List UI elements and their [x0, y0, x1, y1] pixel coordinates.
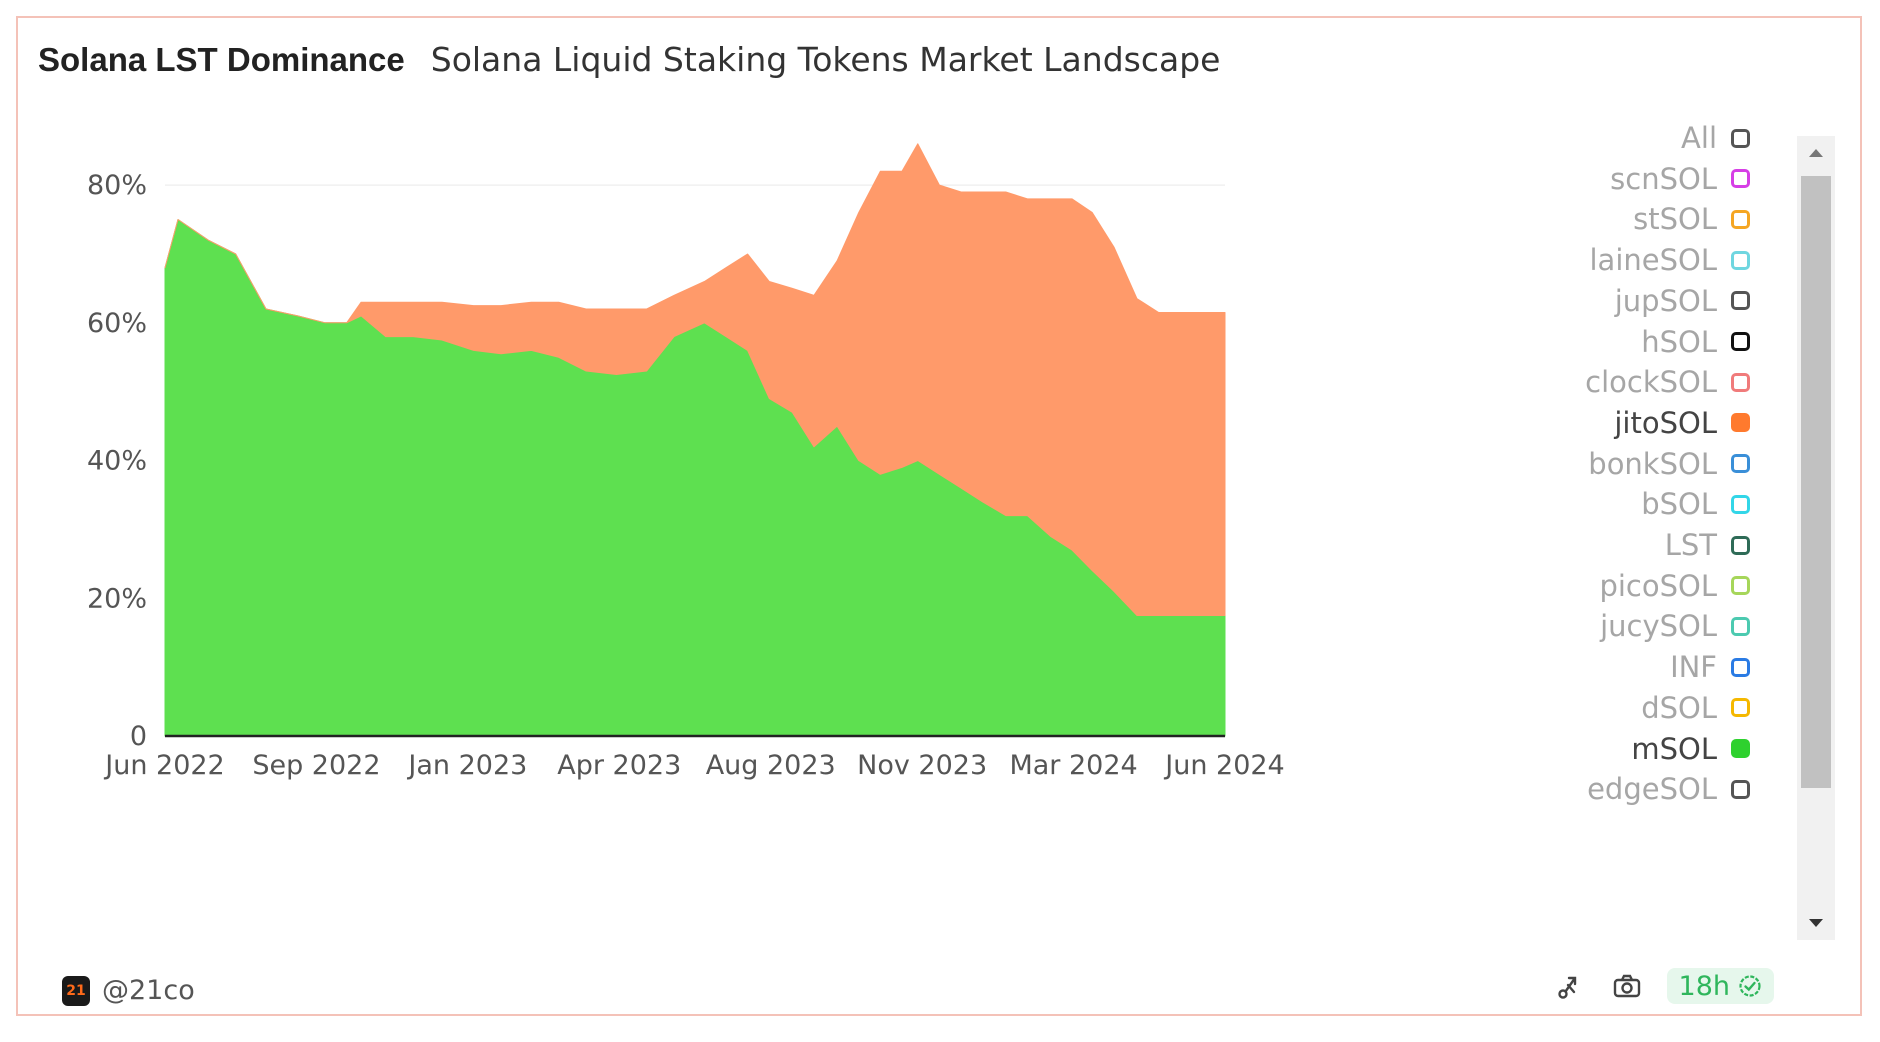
y-tick-label: 60% [87, 308, 147, 339]
y-tick-label: 0 [130, 721, 147, 752]
21co-logo: 21 [62, 975, 90, 1006]
legend-label: bonkSOL [1588, 446, 1717, 481]
legend-item-bonksol[interactable]: bonkSOL [1588, 444, 1750, 484]
chart-title: Solana LST Dominance [38, 41, 405, 78]
x-tick-label: Jun 2022 [103, 750, 224, 781]
legend-scrollbar[interactable] [1797, 136, 1835, 940]
refresh-badge[interactable]: 18h [1666, 968, 1774, 1004]
legend-swatch-icon[interactable] [1731, 494, 1750, 514]
x-tick-label: Aug 2023 [706, 750, 836, 781]
x-tick-label: Jan 2023 [406, 750, 527, 781]
attribution: 21 @21co [62, 975, 195, 1006]
fork-icon[interactable] [1551, 968, 1587, 1004]
scroll-thumb[interactable] [1801, 176, 1831, 788]
legend-label: INF [1670, 650, 1717, 685]
camera-icon[interactable] [1609, 968, 1645, 1004]
x-tick-label: Jun 2024 [1163, 750, 1284, 781]
caret-down-icon [1809, 919, 1823, 927]
legend-swatch-icon[interactable] [1731, 332, 1750, 351]
chart-header: Solana LST Dominance Solana Liquid Staki… [38, 40, 1220, 79]
author-handle[interactable]: @21co [102, 975, 195, 1006]
chart-subtitle: Solana Liquid Staking Tokens Market Land… [430, 40, 1221, 79]
x-tick-label: Apr 2023 [557, 750, 681, 781]
legend-label: mSOL [1631, 731, 1717, 766]
legend-label: scnSOL [1610, 161, 1717, 196]
legend-label: picoSOL [1599, 568, 1717, 603]
legend: All scnSOL stSOL laineSOL jupSOL hSOL clockSOL… [1578, 118, 1778, 944]
legend-swatch-icon[interactable] [1731, 657, 1750, 677]
legend-label: edgeSOL [1587, 772, 1717, 807]
legend-item-dsol[interactable]: dSOL [1641, 688, 1750, 728]
legend-swatch-icon[interactable] [1731, 616, 1750, 636]
legend-item-hsol[interactable]: hSOL [1641, 322, 1750, 362]
scroll-up-button[interactable] [1797, 136, 1835, 170]
legend-item-picosol[interactable]: picoSOL [1599, 566, 1750, 606]
legend-label: LST [1664, 528, 1717, 562]
legend-item-jupsol[interactable]: jupSOL [1615, 281, 1750, 321]
legend-swatch-icon[interactable] [1731, 209, 1750, 229]
legend-swatch-icon[interactable] [1731, 739, 1750, 758]
chart-card: Solana LST Dominance Solana Liquid Staki… [16, 16, 1862, 1016]
legend-item-stsol[interactable]: stSOL [1633, 199, 1750, 239]
legend-label: clockSOL [1585, 365, 1717, 400]
y-tick-label: 80% [87, 170, 147, 201]
legend-swatch-icon[interactable] [1731, 535, 1750, 555]
legend-swatch-icon[interactable] [1731, 413, 1750, 433]
caret-up-icon [1809, 149, 1823, 157]
legend-swatch-icon[interactable] [1731, 698, 1750, 718]
stacked-area-chart: 0 20% 40% 60% 80% Jun 2022 Sep 2022 Jan 2023 Apr… [87, 143, 1285, 781]
legend-swatch-icon[interactable] [1731, 779, 1750, 799]
legend-label: jupSOL [1614, 283, 1717, 318]
refresh-time: 18h [1678, 970, 1730, 1002]
legend-item-scnsol[interactable]: scnSOL [1610, 159, 1750, 199]
check-badge-icon [1739, 975, 1761, 997]
x-tick-label: Mar 2024 [1009, 750, 1137, 781]
scroll-down-button[interactable] [1797, 906, 1835, 940]
legend-label: hSOL [1641, 324, 1717, 359]
legend-label: All [1681, 121, 1717, 155]
chart-actions: 18h [1551, 968, 1774, 1004]
legend-item-jitosol[interactable]: jitoSOL [1614, 403, 1750, 443]
series-area-jitoSOL [164, 143, 1226, 616]
legend-item-bsol[interactable]: bSOL [1641, 484, 1750, 524]
legend-label: stSOL [1633, 202, 1717, 237]
x-tick-label: Nov 2023 [857, 750, 987, 781]
legend-swatch-icon[interactable] [1731, 576, 1750, 596]
legend-swatch-icon[interactable] [1731, 250, 1750, 270]
x-tick-label: Sep 2022 [252, 750, 380, 781]
legend-label: bSOL [1641, 487, 1717, 522]
legend-item-lst[interactable]: LST [1665, 525, 1750, 565]
y-tick-label: 40% [87, 446, 147, 477]
legend-label: laineSOL [1589, 243, 1718, 278]
legend-label: dSOL [1641, 690, 1717, 725]
legend-swatch-icon[interactable] [1731, 169, 1750, 189]
legend-item-edgesol[interactable]: edgeSOL [1587, 769, 1750, 809]
legend-swatch-icon[interactable] [1731, 291, 1750, 311]
legend-item-msol[interactable]: mSOL [1631, 729, 1750, 769]
legend-item-all[interactable]: All [1681, 118, 1750, 158]
legend-label: jucySOL [1600, 609, 1717, 644]
y-tick-label: 20% [87, 583, 147, 614]
legend-item-clocksol[interactable]: clockSOL [1585, 362, 1750, 402]
legend-item-lainesol[interactable]: laineSOL [1589, 240, 1750, 280]
legend-swatch-icon[interactable] [1731, 372, 1750, 392]
legend-swatch-icon[interactable] [1731, 128, 1750, 148]
legend-item-inf[interactable]: INF [1670, 647, 1750, 687]
legend-swatch-icon[interactable] [1731, 454, 1750, 474]
legend-item-jucysol[interactable]: jucySOL [1600, 606, 1750, 646]
legend-label: jitoSOL [1614, 405, 1717, 440]
